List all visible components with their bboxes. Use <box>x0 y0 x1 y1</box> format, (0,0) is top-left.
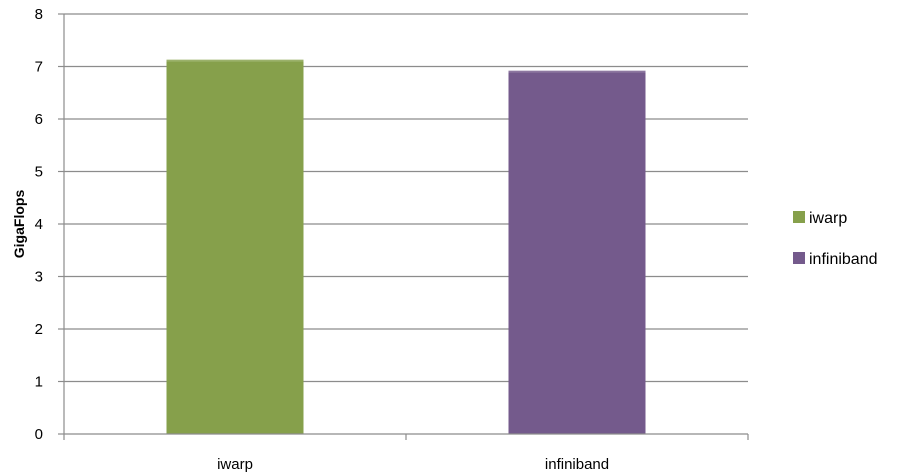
y-axis-title: GigaFlops <box>11 190 27 259</box>
y-tick-label: 6 <box>35 111 43 128</box>
bar-highlight <box>166 59 304 62</box>
legend-label-iwarp: iwarp <box>809 210 847 227</box>
bars <box>166 59 646 435</box>
y-tick-label: 1 <box>35 374 43 391</box>
y-tick-label: 4 <box>35 216 43 233</box>
legend-swatch-iwarp <box>793 211 805 223</box>
legend: iwarp infiniband <box>793 210 878 268</box>
legend-swatch-infiniband <box>793 252 805 264</box>
y-tick-label: 0 <box>35 426 43 443</box>
y-tick-label: 5 <box>35 164 43 181</box>
bar-iwarp <box>166 59 304 435</box>
x-tick-label: infiniband <box>545 456 609 473</box>
axes <box>58 13 749 440</box>
x-tick-label: iwarp <box>217 456 253 473</box>
y-tick-label: 2 <box>35 321 43 338</box>
bar-highlight <box>508 70 646 73</box>
y-tick-label: 8 <box>35 6 43 23</box>
y-tick-label: 3 <box>35 269 43 286</box>
bar-infiniband <box>508 70 646 434</box>
x-tick-labels: iwarp infiniband <box>217 456 609 473</box>
legend-label-infiniband: infiniband <box>809 251 878 268</box>
y-tick-labels: 0 1 2 3 4 5 6 7 8 <box>35 6 43 443</box>
y-tick-label: 7 <box>35 59 43 76</box>
